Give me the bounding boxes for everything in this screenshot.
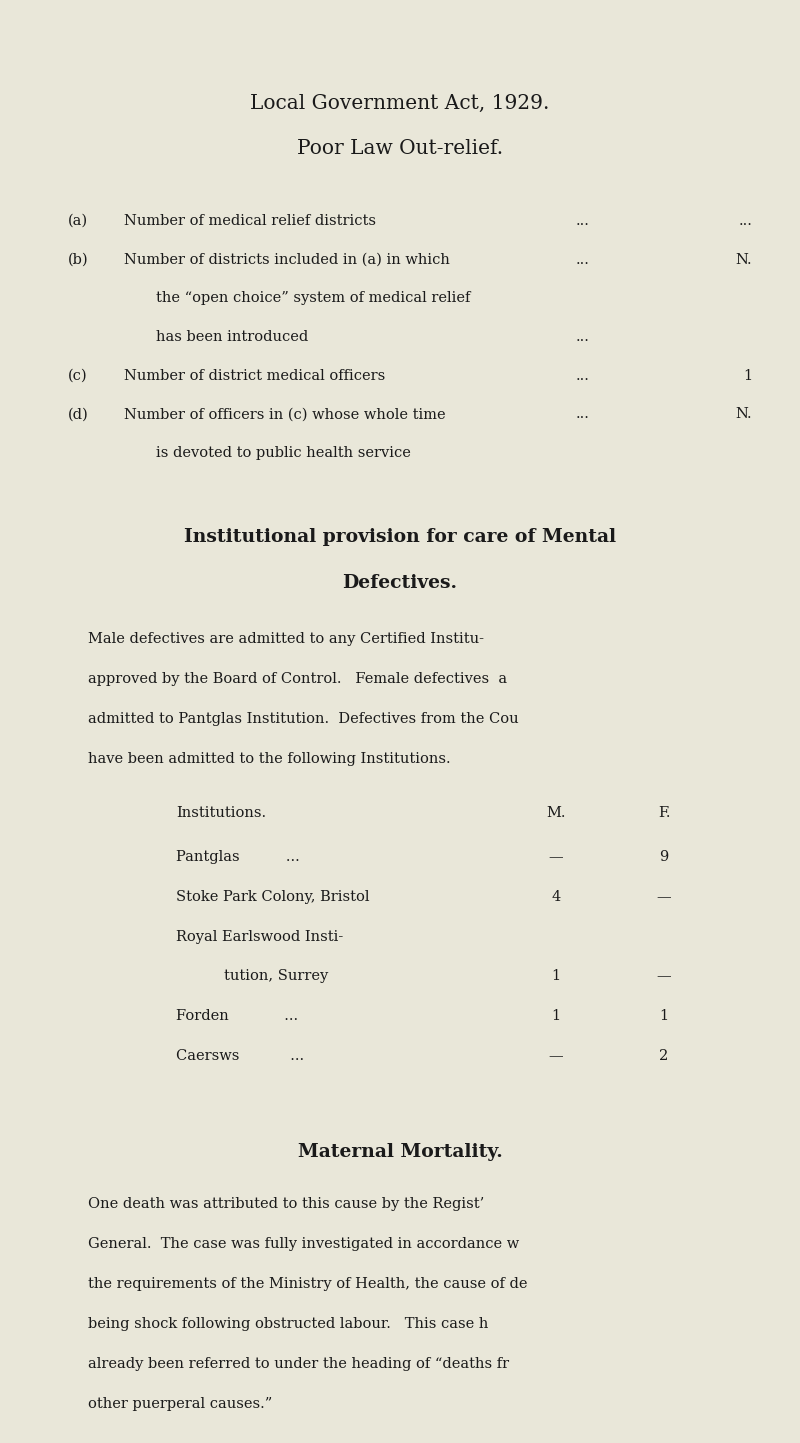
Text: Maternal Mortality.: Maternal Mortality. (298, 1143, 502, 1162)
Text: ...: ... (576, 214, 590, 228)
Text: ...: ... (576, 369, 590, 382)
Text: Caersws           ...: Caersws ... (176, 1049, 304, 1063)
Text: Number of district medical officers: Number of district medical officers (124, 369, 386, 382)
Text: 1: 1 (551, 970, 561, 983)
Text: (c): (c) (68, 369, 88, 382)
Text: Stoke Park Colony, Bristol: Stoke Park Colony, Bristol (176, 890, 370, 905)
Text: Male defectives are admitted to any Certified Institu-: Male defectives are admitted to any Cert… (88, 632, 484, 646)
Text: Number of medical relief districts: Number of medical relief districts (124, 214, 376, 228)
Text: —: — (549, 850, 563, 864)
Text: tution, Surrey: tution, Surrey (224, 970, 328, 983)
Text: Pantglas          ...: Pantglas ... (176, 850, 300, 864)
Text: 2: 2 (659, 1049, 669, 1063)
Text: already been referred to under the heading of “deaths fr: already been referred to under the headi… (88, 1356, 509, 1371)
Text: N.: N. (735, 407, 752, 421)
Text: being shock following obstructed labour.   This case h: being shock following obstructed labour.… (88, 1317, 488, 1330)
Text: has been introduced: has been introduced (156, 330, 308, 343)
Text: One death was attributed to this cause by the Regist’: One death was attributed to this cause b… (88, 1196, 484, 1211)
Text: is devoted to public health service: is devoted to public health service (156, 446, 411, 460)
Text: ...: ... (738, 214, 752, 228)
Text: ...: ... (576, 407, 590, 421)
Text: admitted to Pantglas Institution.  Defectives from the Cou: admitted to Pantglas Institution. Defect… (88, 713, 518, 726)
Text: have been admitted to the following Institutions.: have been admitted to the following Inst… (88, 752, 450, 766)
Text: —: — (657, 890, 671, 905)
Text: 1: 1 (659, 1009, 669, 1023)
Text: ...: ... (576, 253, 590, 267)
Text: Number of officers in (c) whose whole time: Number of officers in (c) whose whole ti… (124, 407, 446, 421)
Text: —: — (657, 970, 671, 983)
Text: (d): (d) (68, 407, 89, 421)
Text: N.: N. (735, 253, 752, 267)
Text: General.  The case was fully investigated in accordance w: General. The case was fully investigated… (88, 1237, 519, 1251)
Text: 4: 4 (551, 890, 561, 905)
Text: 1: 1 (743, 369, 752, 382)
Text: 9: 9 (659, 850, 669, 864)
Text: M.: M. (546, 807, 566, 820)
Text: Forden            ...: Forden ... (176, 1009, 298, 1023)
Text: Local Government Act, 1929.: Local Government Act, 1929. (250, 94, 550, 113)
Text: Defectives.: Defectives. (342, 573, 458, 592)
Text: the “open choice” system of medical relief: the “open choice” system of medical reli… (156, 291, 470, 306)
Text: Poor Law Out-relief.: Poor Law Out-relief. (297, 139, 503, 159)
Text: the requirements of the Ministry of Health, the cause of de: the requirements of the Ministry of Heal… (88, 1277, 527, 1291)
Text: Royal Earlswood Insti-: Royal Earlswood Insti- (176, 931, 343, 945)
Text: (b): (b) (68, 253, 89, 267)
Text: other puerperal causes.”: other puerperal causes.” (88, 1397, 272, 1411)
Text: F.: F. (658, 807, 670, 820)
Text: Institutional provision for care of Mental: Institutional provision for care of Ment… (184, 528, 616, 545)
Text: ...: ... (576, 330, 590, 343)
Text: Number of districts included in (a) in which: Number of districts included in (a) in w… (124, 253, 450, 267)
Text: 1: 1 (551, 1009, 561, 1023)
Text: —: — (549, 1049, 563, 1063)
Text: (a): (a) (68, 214, 88, 228)
Text: approved by the Board of Control.   Female defectives  a: approved by the Board of Control. Female… (88, 672, 507, 687)
Text: Institutions.: Institutions. (176, 807, 266, 820)
